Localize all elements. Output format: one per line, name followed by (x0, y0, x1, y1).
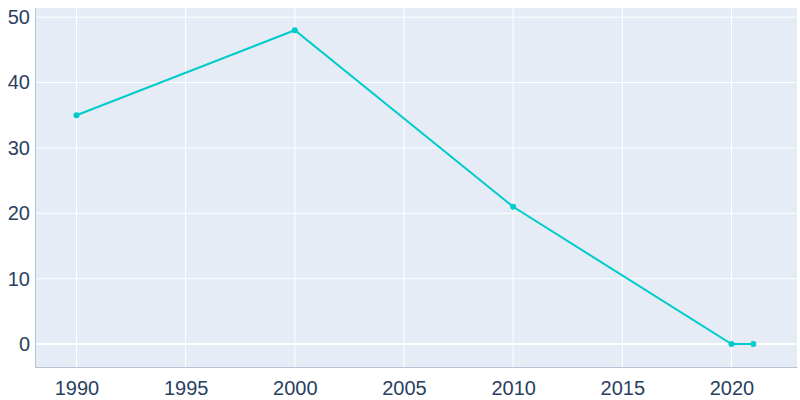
x-grid-line (76, 8, 77, 367)
marker (750, 341, 756, 347)
y-grid-line (35, 343, 797, 345)
x-tick-label: 2000 (273, 377, 318, 399)
x-grid-line (513, 8, 514, 367)
y-grid-line (35, 213, 797, 214)
y-grid-line (35, 278, 797, 279)
y-tick: 30 (8, 137, 35, 159)
x-tick: 2010 (491, 367, 536, 399)
x-tick: 1995 (164, 367, 209, 399)
y-axis-line (35, 9, 36, 368)
marker (292, 27, 298, 33)
plot: 1990 1995 2000 2005 2010 2015 2020 0 10 20 30 40 50 (8, 6, 798, 399)
x-tick-label: 2005 (382, 377, 427, 399)
x-tick-label: 2015 (601, 377, 646, 399)
y-tick: 10 (8, 268, 35, 290)
x-tick-label: 1990 (55, 377, 99, 399)
y-tick-label: 40 (8, 71, 30, 93)
x-tick-label: 1995 (164, 377, 209, 399)
line (76, 30, 753, 344)
x-tick: 1990 (55, 367, 99, 399)
y-tick: 0 (19, 333, 35, 355)
y-tick: 50 (8, 6, 35, 28)
x-grid-line (731, 8, 732, 367)
x-grid-line (294, 8, 295, 367)
plot-background (35, 8, 797, 367)
y-tick-label: 10 (8, 268, 30, 290)
marker (728, 341, 734, 347)
y-grid-line (35, 82, 797, 83)
series (73, 27, 756, 347)
chart: 1990 1995 2000 2005 2010 2015 2020 0 10 20 30 40 50 (0, 0, 800, 400)
x-axis: 1990 1995 2000 2005 2010 2015 2020 (36, 367, 798, 399)
x-tick: 2020 (710, 367, 755, 399)
y-tick: 20 (8, 202, 35, 224)
y-tick-label: 0 (19, 333, 30, 355)
y-tick-label: 20 (8, 202, 30, 224)
x-tick: 2005 (382, 367, 427, 399)
y-tick: 40 (8, 71, 35, 93)
grid (35, 8, 797, 367)
x-grid-line (403, 8, 404, 367)
y-axis: 0 10 20 30 40 50 (8, 6, 36, 367)
x-axis-line (36, 367, 798, 368)
marker (510, 204, 516, 210)
x-tick: 2015 (601, 367, 646, 399)
y-grid-line (35, 17, 797, 18)
x-tick-label: 2010 (491, 377, 536, 399)
x-tick-label: 2020 (710, 377, 755, 399)
y-grid-line (35, 147, 797, 148)
y-tick-label: 50 (8, 6, 30, 28)
x-grid-line (622, 8, 623, 367)
y-tick-label: 30 (8, 137, 30, 159)
x-tick: 2000 (273, 367, 318, 399)
marker (73, 112, 79, 118)
x-grid-line (185, 8, 186, 367)
